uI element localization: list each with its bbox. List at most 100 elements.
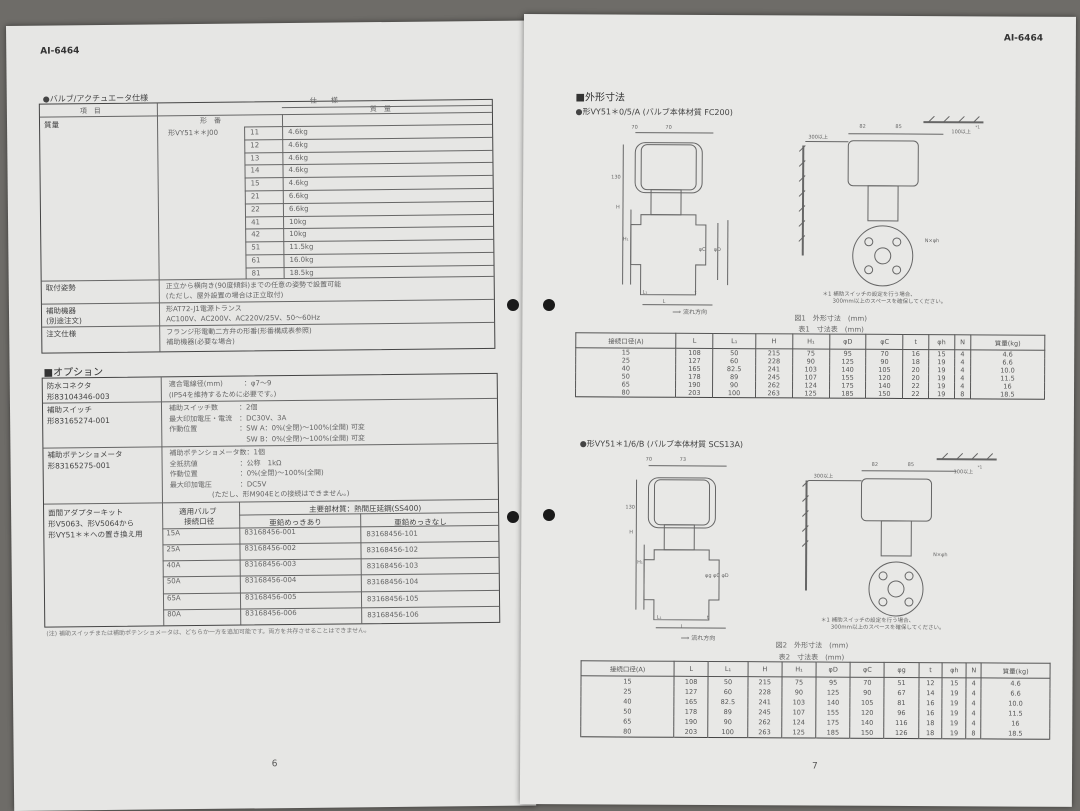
table-cell: 124 bbox=[781, 717, 816, 728]
table-cell: 19 bbox=[942, 718, 967, 729]
dim-label: 130 bbox=[611, 174, 621, 181]
option-detail: 最大印加電圧・電流 ：DC30V、3A bbox=[169, 413, 287, 423]
weight-value: 6.6kg bbox=[288, 191, 309, 201]
weight-value: 10kg bbox=[289, 217, 307, 226]
column-header: H bbox=[755, 333, 793, 349]
adapter-size: 40A bbox=[166, 561, 181, 570]
spec-table: 項 目 仕 様 形 番 質 量 質量 形VY51＊＊J00 11 4.6kg 12 4… bbox=[38, 96, 496, 354]
table-cell: 215 bbox=[755, 348, 793, 358]
table-cell: 107 bbox=[781, 707, 816, 718]
page-number: 6 bbox=[271, 759, 278, 770]
table-cell: 82.5 bbox=[712, 364, 756, 374]
table-cell: 22 bbox=[902, 389, 929, 399]
table-cell: 19 bbox=[942, 698, 967, 709]
dim-label: H₁ bbox=[637, 559, 643, 566]
table-cell: 15 bbox=[580, 675, 675, 687]
weight-label: 質量 bbox=[43, 120, 60, 130]
table-cell: 155 bbox=[829, 373, 867, 382]
table-cell: 228 bbox=[747, 687, 782, 698]
column-header: L₁ bbox=[708, 661, 748, 677]
table-cell: 50 bbox=[712, 348, 756, 358]
dim-label: t bbox=[706, 614, 709, 621]
column-header: 質量(kg) bbox=[970, 334, 1045, 351]
dim-label: 70 bbox=[645, 456, 653, 463]
table-cell: 140 bbox=[829, 365, 867, 374]
option-name: 補助ポテンショメータ bbox=[47, 449, 123, 460]
table-cell: 90 bbox=[866, 357, 904, 366]
table-cell: 60 bbox=[708, 686, 748, 698]
table-cell: 16 bbox=[918, 708, 943, 719]
table-cell: 108 bbox=[676, 348, 714, 357]
table-cell: 190 bbox=[673, 716, 709, 727]
table-cell: 175 bbox=[815, 717, 851, 728]
doc-id: AI-6464 bbox=[40, 46, 80, 57]
col-divider bbox=[156, 103, 161, 352]
table-cell: 4 bbox=[966, 688, 982, 699]
table-cell: 4 bbox=[966, 708, 982, 719]
table-cell: 18.5 bbox=[970, 390, 1045, 400]
table-cell: 4 bbox=[954, 358, 971, 367]
option-detail: 最大印加電圧 ：DC5V bbox=[169, 479, 267, 489]
table-cell: 127 bbox=[673, 686, 709, 697]
weight-value: 18.5kg bbox=[289, 268, 314, 277]
column-header: φh bbox=[942, 662, 967, 678]
fig1-caption: 図1 外形寸法 (mm) bbox=[794, 314, 867, 323]
table-cell: 96 bbox=[884, 707, 919, 719]
row-divider bbox=[239, 511, 499, 516]
adapter-plated-part: 83168456-004 bbox=[244, 576, 297, 585]
spec-label: 注文仕様 bbox=[46, 329, 77, 339]
adapter-desc: 形V5063、形V5064から bbox=[48, 518, 135, 529]
table-cell: 25 bbox=[580, 686, 675, 697]
dim-label: L₁ bbox=[642, 289, 648, 296]
dim-label: 300以上 bbox=[808, 134, 828, 141]
dim-label: L₁ bbox=[656, 614, 662, 621]
weight-value: 4.6kg bbox=[288, 166, 309, 175]
fig1-drawing bbox=[622, 115, 984, 306]
table-cell: 81 bbox=[884, 697, 919, 709]
option-model: 形83165275-001 bbox=[47, 460, 111, 471]
table-cell: 75 bbox=[781, 676, 817, 688]
adapter-plated-part: 83168456-005 bbox=[244, 592, 297, 602]
table-cell: 125 bbox=[781, 727, 816, 739]
weight-code: 13 bbox=[250, 153, 260, 163]
fig2-drawing bbox=[635, 452, 997, 629]
table-cell: 8 bbox=[954, 390, 971, 399]
weight-value: 4.6kg bbox=[288, 127, 308, 137]
option-model: 形83165274-001 bbox=[47, 415, 110, 426]
model-number: 形VY51＊＊J00 bbox=[168, 128, 219, 138]
options-table: 防水コネクタ 形83104346-003 適合電線径(mm) ：φ7〜9 (IP54を… bbox=[41, 372, 501, 628]
adapter-plated-part: 83168456-003 bbox=[244, 559, 297, 569]
table-cell: 19 bbox=[928, 382, 955, 391]
row-divider bbox=[162, 556, 499, 562]
dim-label: t bbox=[694, 289, 697, 296]
weight-code: 81 bbox=[251, 269, 261, 278]
fig2-caption: 図2 外形寸法 (mm) bbox=[775, 641, 849, 650]
dim-label: 70 bbox=[631, 124, 638, 131]
table-cell: 95 bbox=[829, 349, 867, 358]
option-detail: 作動位置 ：0%(全閉)〜100%(全開) bbox=[169, 468, 324, 479]
table-cell: 103 bbox=[781, 697, 816, 708]
table-cell: 125 bbox=[829, 357, 867, 366]
table-cell: 4 bbox=[954, 374, 971, 383]
dim-label: 73 bbox=[679, 456, 687, 463]
table-cell: 90 bbox=[781, 687, 817, 698]
fig1-note: 300mm以上のスペースを確保してください。 bbox=[832, 298, 947, 306]
adapter-unplated-part: 83168456-104 bbox=[366, 577, 419, 587]
header-spec: 仕 様 bbox=[309, 96, 338, 105]
table-cell: 11.5 bbox=[981, 708, 1050, 719]
dim-label: H bbox=[629, 529, 634, 536]
binder-hole bbox=[507, 299, 519, 311]
dim-label: 82 bbox=[859, 123, 866, 130]
table-cell: 8 bbox=[965, 728, 981, 739]
weight-code: 41 bbox=[251, 217, 261, 227]
option-detail: (IP54を維持するために必要です。) bbox=[168, 389, 277, 399]
flow-arrow-icon: ⟹ bbox=[672, 308, 682, 316]
dim-label: H bbox=[615, 204, 620, 211]
column-header: H₁ bbox=[781, 661, 817, 678]
table-cell: 90 bbox=[792, 357, 830, 366]
row-divider bbox=[162, 540, 499, 546]
table-cell: 100 bbox=[712, 388, 756, 398]
spec-value: フランジ形電動二方弁の形番(形番構成表参照) bbox=[166, 326, 312, 337]
table-cell: 75 bbox=[792, 348, 830, 358]
weight-value: 16.0kg bbox=[289, 255, 314, 265]
